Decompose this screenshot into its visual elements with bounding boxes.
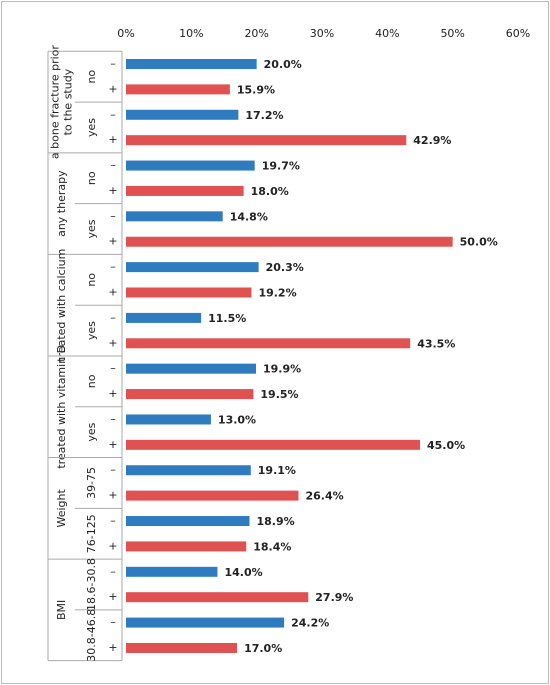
bar <box>126 236 453 247</box>
value-label: 19.1% <box>258 464 296 477</box>
value-label: 42.9% <box>413 134 451 147</box>
subgroup-label: yes <box>85 321 98 340</box>
y-tick-label: – <box>110 616 116 629</box>
x-tick-label: 50% <box>440 27 464 40</box>
bar <box>126 211 223 222</box>
group-label: to the study <box>62 68 75 135</box>
group-label: treated with vitamin D <box>55 345 68 469</box>
bar <box>126 287 252 298</box>
y-tick-label: – <box>110 514 116 527</box>
subgroup-label: 18.6-30.8 <box>85 558 98 611</box>
y-tick-label: + <box>108 387 117 400</box>
bar <box>126 592 309 603</box>
x-tick-label: 40% <box>375 27 399 40</box>
subgroup-label: no <box>85 70 98 84</box>
y-tick-label: + <box>108 438 117 451</box>
x-tick-label: 20% <box>244 27 268 40</box>
bar <box>126 617 285 628</box>
bar <box>126 84 230 95</box>
value-label: 19.7% <box>262 160 300 173</box>
y-tick-label: – <box>110 311 116 324</box>
bar <box>126 389 254 400</box>
value-label: 19.2% <box>258 287 296 300</box>
value-label: 13.0% <box>218 413 256 426</box>
group-label: a bone fracture prior <box>49 45 62 159</box>
bar <box>126 465 251 476</box>
value-label: 11.5% <box>208 312 246 325</box>
value-label: 14.0% <box>224 566 262 579</box>
bar <box>126 541 247 552</box>
subgroup-label: 30.8-46.8 <box>85 609 98 662</box>
value-label: 43.5% <box>417 337 455 350</box>
bar <box>126 160 255 171</box>
y-tick-label: + <box>108 133 117 146</box>
y-tick-label: – <box>110 463 116 476</box>
value-label: 19.9% <box>263 363 301 376</box>
value-label: 24.2% <box>291 617 329 630</box>
subgroup-label: no <box>85 273 98 287</box>
value-label: 27.9% <box>315 591 353 604</box>
y-tick-label: + <box>108 235 117 248</box>
subgroup-label: 39-75 <box>85 467 98 499</box>
bar <box>126 59 257 69</box>
y-tick-label: – <box>110 57 116 70</box>
bar <box>126 185 244 196</box>
y-tick-label: + <box>108 286 117 299</box>
group-label: treated with calcium <box>55 249 68 362</box>
y-tick-label: – <box>110 260 116 273</box>
x-tick-label: 10% <box>179 27 203 40</box>
y-tick-label: + <box>108 184 117 197</box>
bar <box>126 414 211 425</box>
bar <box>126 338 411 349</box>
bar <box>126 262 259 273</box>
y-tick-label: + <box>108 336 117 349</box>
bar <box>126 566 218 577</box>
y-tick-label: + <box>108 489 117 502</box>
value-label: 19.5% <box>260 388 298 401</box>
y-tick-label: – <box>110 108 116 121</box>
value-label: 18.4% <box>253 540 291 553</box>
group-label: BMI <box>55 600 68 620</box>
subgroup-label: 76-125 <box>85 514 98 553</box>
value-label: 26.4% <box>305 490 343 503</box>
value-label: 18.0% <box>251 185 289 198</box>
bar <box>126 363 257 374</box>
subgroup-label: yes <box>85 118 98 137</box>
y-tick-label: + <box>108 82 117 95</box>
subgroup-label: no <box>85 171 98 185</box>
x-tick-label: 60% <box>506 27 530 40</box>
y-tick-label: – <box>110 159 116 172</box>
value-label: 17.2% <box>245 109 283 122</box>
subgroup-label: yes <box>85 219 98 238</box>
value-label: 14.8% <box>230 210 268 223</box>
y-tick-label: + <box>108 539 117 552</box>
bar <box>126 312 202 323</box>
group-label: any therapy <box>55 170 68 237</box>
value-label: 45.0% <box>427 439 465 452</box>
x-tick-label: 0% <box>117 27 134 40</box>
y-tick-label: – <box>110 412 116 425</box>
bar <box>126 516 250 527</box>
x-tick-label: 30% <box>310 27 334 40</box>
y-tick-label: – <box>110 565 116 578</box>
y-tick-label: – <box>110 362 116 375</box>
bar <box>126 642 238 653</box>
group-label: Weight <box>55 488 68 527</box>
subgroup-label: no <box>85 374 98 388</box>
value-label: 20.3% <box>266 261 304 274</box>
bar <box>126 135 407 146</box>
value-label: 17.0% <box>244 642 282 655</box>
value-label: 18.9% <box>256 515 294 528</box>
value-label: 20.0% <box>264 58 302 71</box>
y-tick-label: + <box>108 641 117 654</box>
subgroup-label: yes <box>85 422 98 441</box>
y-tick-label: – <box>110 209 116 222</box>
y-tick-label: + <box>108 590 117 603</box>
bar <box>126 490 299 501</box>
bar <box>126 109 239 120</box>
value-label: 50.0% <box>460 236 498 249</box>
value-label: 15.9% <box>237 83 275 96</box>
bar <box>126 439 420 450</box>
